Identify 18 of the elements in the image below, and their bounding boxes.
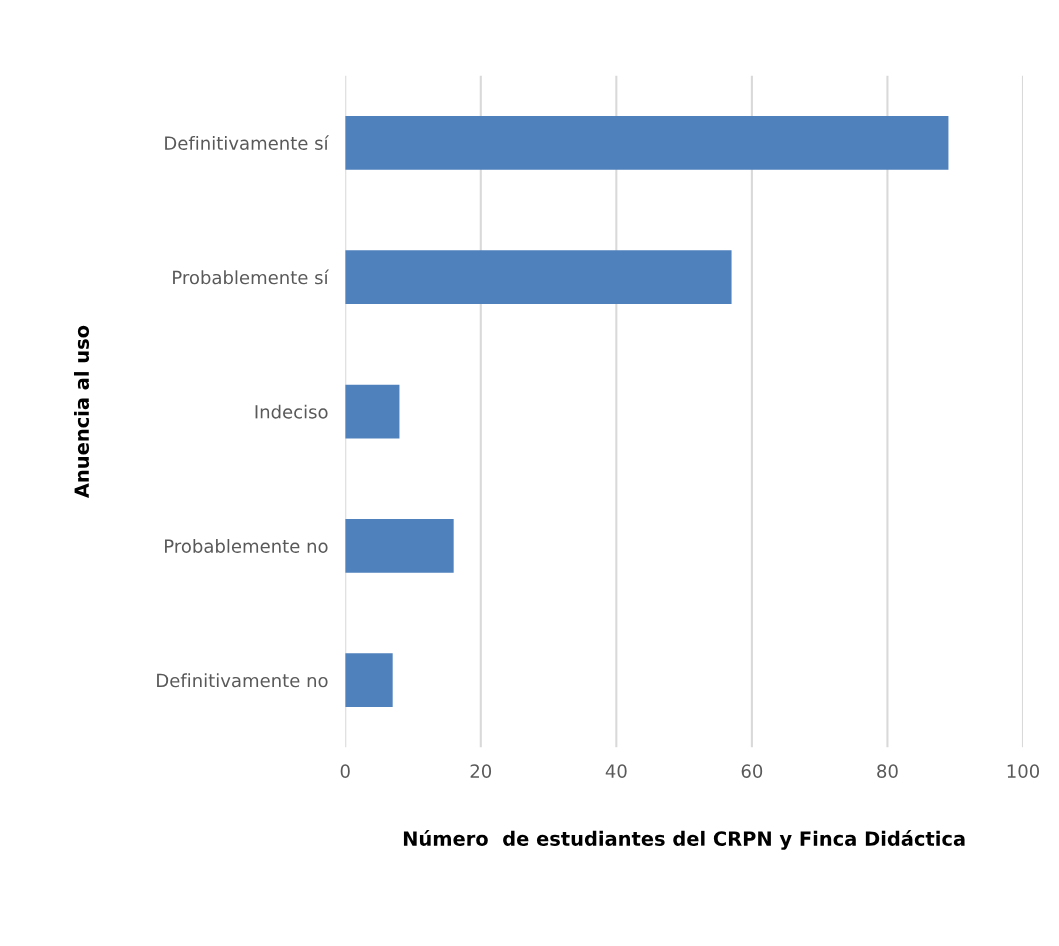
x-tick-label: 80: [877, 764, 898, 778]
x-axis-title: Número de estudiantes del CRPN y Finca Didáctica: [403, 830, 965, 850]
bar: [345, 384, 400, 439]
x-tick-label: 60: [741, 764, 763, 778]
y-tick-label: Indeciso: [255, 404, 328, 419]
bar: [345, 518, 454, 573]
bar: [345, 115, 949, 170]
x-tick-label: 40: [605, 764, 627, 778]
y-tick-label: Probablemente no: [165, 538, 328, 553]
x-tick-label: 0: [340, 764, 350, 778]
x-tick-label: 20: [470, 764, 492, 778]
y-tick-label: Probablemente sí: [173, 269, 330, 285]
y-axis-title: Anuencia al uso: [74, 325, 90, 498]
y-tick-label: Definitivamente no: [157, 673, 328, 688]
bar: [345, 250, 732, 305]
y-tick-label: Definitivamente sí: [165, 135, 330, 150]
x-tick-label: 100: [1007, 764, 1040, 778]
bar: [345, 653, 393, 708]
